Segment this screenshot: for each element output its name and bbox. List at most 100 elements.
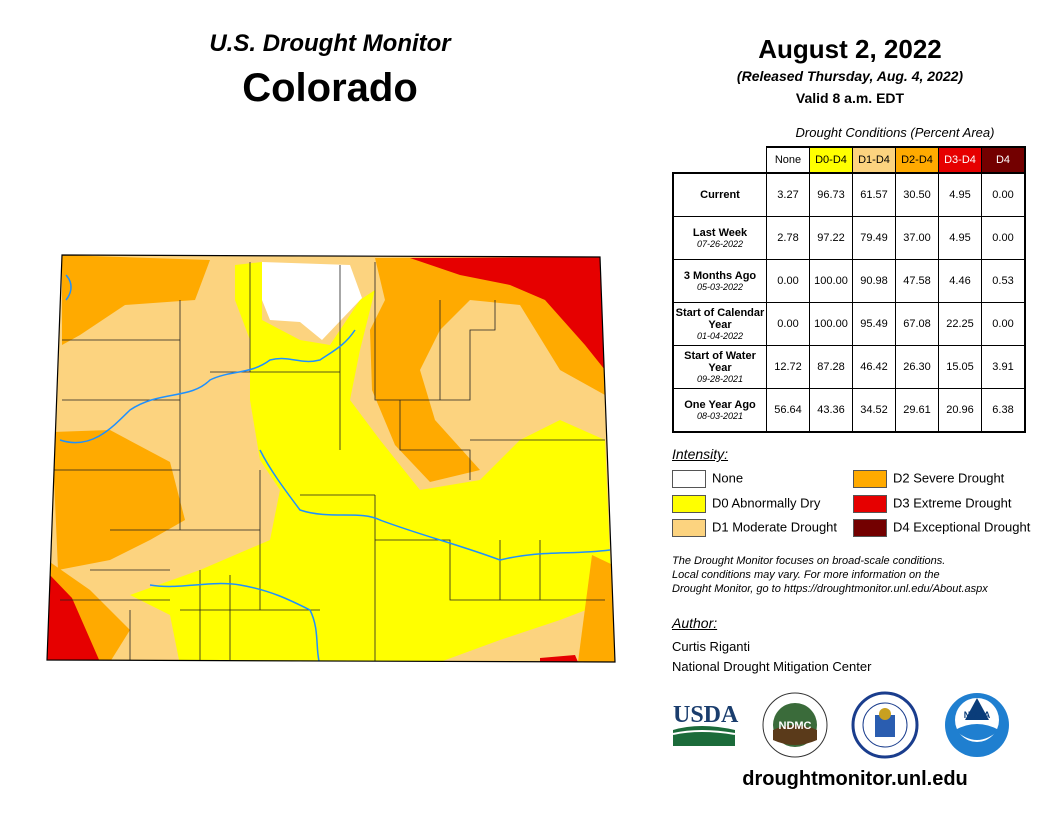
cell-d3-d4: 4.95 — [938, 172, 982, 217]
cell-d4: 6.38 — [981, 388, 1026, 433]
table-header-row: None D0-D4 D1-D4 D2-D4 D3-D4 D4 — [673, 146, 1026, 174]
legend-swatch — [853, 470, 887, 488]
row-date: 05-03-2022 — [696, 282, 744, 292]
row-label: Last Week 07-26-2022 — [672, 216, 767, 260]
table-row: Start of Water Year 09-28-2021 12.72 87.28 4… — [672, 345, 1026, 389]
legend-item-d4: D4 Exceptional Drought — [853, 519, 1030, 537]
row-date: 08-03-2021 — [696, 411, 744, 421]
cell-d2-d4: 37.00 — [895, 216, 939, 260]
legend-item-d0: D0 Abnormally Dry — [672, 495, 820, 513]
row-label-text: Start of Calendar Year — [675, 307, 765, 331]
d3-area-se — [540, 655, 578, 662]
cell-d1-d4: 79.49 — [852, 216, 896, 260]
author-heading: Author: — [672, 615, 718, 631]
cell-d0-d4: 100.00 — [809, 259, 853, 303]
row-label-text: Last Week — [692, 227, 748, 239]
cell-d1-d4: 46.42 — [852, 345, 896, 389]
none-area — [262, 262, 362, 340]
row-date: 01-04-2022 — [696, 331, 744, 341]
legend-item-none: None — [672, 470, 743, 488]
row-date: 09-28-2021 — [696, 374, 744, 384]
table-row: Start of Calendar Year 01-04-2022 0.00 100.… — [672, 302, 1026, 346]
map-date: August 2, 2022 — [758, 34, 942, 64]
table-row: 3 Months Ago 05-03-2022 0.00 100.00 90.98 47.… — [672, 259, 1026, 303]
cell-d2-d4: 67.08 — [895, 302, 939, 346]
drought-conditions-table: None D0-D4 D1-D4 D2-D4 D3-D4 D4 Current 3… — [672, 146, 1026, 433]
disclaimer-note: The Drought Monitor focuses on broad-sca… — [672, 555, 988, 595]
cell-d0-d4: 87.28 — [809, 345, 853, 389]
d3-area-sw — [47, 572, 100, 662]
cell-none: 0.00 — [766, 302, 810, 346]
cell-d0-d4: 43.36 — [809, 388, 853, 433]
cell-none: 12.72 — [766, 345, 810, 389]
cell-d3-d4: 4.46 — [938, 259, 982, 303]
doc-seal-logo — [851, 691, 919, 759]
row-label-text: Start of Water Year — [684, 350, 756, 374]
cell-d2-d4: 47.58 — [895, 259, 939, 303]
legend-item-d3: D3 Extreme Drought — [853, 495, 1012, 513]
footer-url-link[interactable]: droughtmonitor.unl.edu — [742, 768, 968, 790]
author-name: Curtis Riganti — [672, 639, 751, 654]
d2-area-ne — [370, 257, 605, 482]
author-info: Curtis Riganti National Drought Mitigati… — [672, 637, 871, 677]
col-d3-d4: D3-D4 — [938, 146, 982, 174]
cell-d4: 0.00 — [981, 302, 1026, 346]
legend-swatch — [672, 495, 706, 513]
cell-d0-d4: 100.00 — [809, 302, 853, 346]
state-border — [46, 254, 616, 663]
table-row: One Year Ago 08-03-2021 56.64 43.36 34.52 29.… — [672, 388, 1026, 433]
row-label: One Year Ago 08-03-2021 — [672, 388, 767, 433]
svg-text:NOAA: NOAA — [964, 710, 991, 720]
table-row: Last Week 07-26-2022 2.78 97.22 79.49 37.00 4.… — [672, 216, 1026, 260]
colorado-drought-map — [46, 254, 616, 663]
cell-d1-d4: 34.52 — [852, 388, 896, 433]
cell-d2-d4: 30.50 — [895, 172, 939, 217]
legend-swatch — [672, 470, 706, 488]
legend-item-d2: D2 Severe Drought — [853, 470, 1004, 488]
row-label-text: Current — [700, 189, 740, 201]
d3-area-ne — [410, 257, 605, 370]
title: U.S. Drought Monitor — [209, 30, 451, 57]
d2-area-nw — [62, 255, 210, 345]
cell-d4: 0.00 — [981, 216, 1026, 260]
cell-d0-d4: 97.22 — [809, 216, 853, 260]
cell-d0-d4: 96.73 — [809, 172, 853, 217]
cell-d1-d4: 61.57 — [852, 172, 896, 217]
d0-area — [130, 262, 612, 662]
cell-d3-d4: 15.05 — [938, 345, 982, 389]
row-label: Start of Water Year 09-28-2021 — [672, 345, 767, 389]
release-date: (Released Thursday, Aug. 4, 2022) — [736, 68, 964, 84]
svg-text:USDA: USDA — [673, 702, 739, 728]
author-org: National Drought Mitigation Center — [672, 659, 872, 674]
col-d2-d4: D2-D4 — [895, 146, 939, 174]
cell-d4: 0.00 — [981, 172, 1026, 217]
ndmc-logo: NDMC — [762, 692, 828, 758]
usda-logo: USDA — [672, 702, 739, 746]
cell-d2-d4: 26.30 — [895, 345, 939, 389]
legend-swatch — [853, 519, 887, 537]
cell-d4: 0.53 — [981, 259, 1026, 303]
row-label-text: 3 Months Ago — [683, 270, 757, 282]
cell-none: 56.64 — [766, 388, 810, 433]
county-lines — [52, 262, 605, 662]
partner-logos: USDA NDMC NOAA — [672, 691, 1009, 759]
noaa-logo: NOAA — [945, 693, 1009, 757]
table-caption: Drought Conditions (Percent Area) — [795, 125, 995, 140]
svg-text:NDMC: NDMC — [779, 720, 812, 732]
row-label: Current — [672, 172, 767, 217]
col-none: None — [766, 146, 810, 174]
row-label: Start of Calendar Year 01-04-2022 — [672, 302, 767, 346]
cell-none: 2.78 — [766, 216, 810, 260]
cell-none: 0.00 — [766, 259, 810, 303]
cell-d4: 3.91 — [981, 345, 1026, 389]
d2-area-se — [578, 555, 615, 662]
row-label-text: One Year Ago — [684, 399, 756, 411]
col-d4: D4 — [981, 146, 1026, 174]
col-d0-d4: D0-D4 — [809, 146, 853, 174]
legend: Intensity: None D0 Abnormally Dry D1 Mod… — [672, 446, 1030, 537]
cell-d3-d4: 22.25 — [938, 302, 982, 346]
valid-time: Valid 8 a.m. EDT — [795, 90, 905, 106]
cell-d3-d4: 4.95 — [938, 216, 982, 260]
legend-title: Intensity: — [672, 446, 729, 462]
